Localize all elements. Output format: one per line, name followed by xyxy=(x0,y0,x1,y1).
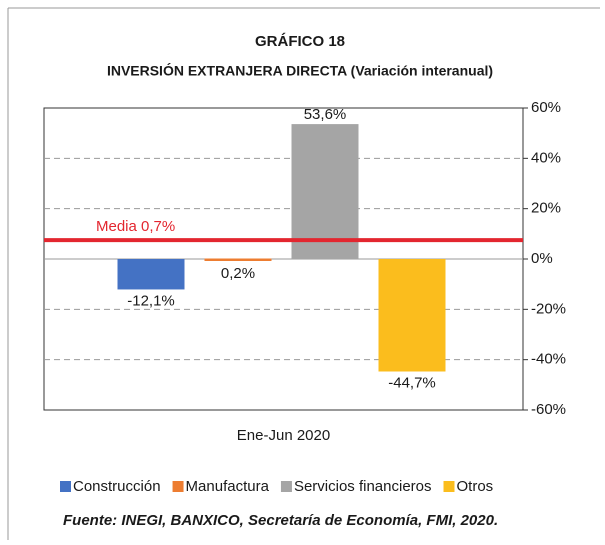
legend-swatch xyxy=(443,481,455,492)
y-tick-label: 60% xyxy=(531,99,561,116)
legend-swatch xyxy=(280,481,292,492)
y-tick-label: -40% xyxy=(531,351,566,368)
value-label: 0,2% xyxy=(221,265,255,282)
mean-label: Media 0,7% xyxy=(96,218,175,235)
value-label: -44,7% xyxy=(388,374,436,391)
value-label: -12,1% xyxy=(127,292,175,309)
legend-swatch xyxy=(172,481,184,492)
source: Fuente: INEGI, BANXICO, Secretaría de Ec… xyxy=(63,512,498,529)
y-tick-label: -20% xyxy=(531,300,566,317)
y-tick-label: 0% xyxy=(531,250,553,267)
value-label: 53,6% xyxy=(304,106,347,123)
legend-label: Manufactura xyxy=(186,478,270,495)
chart-title: GRÁFICO 18 xyxy=(255,33,345,50)
bar xyxy=(117,259,185,290)
legend-label: Construcción xyxy=(73,478,161,495)
y-tick-label: 40% xyxy=(531,149,561,166)
y-tick-label: -60% xyxy=(531,401,566,418)
chart-subtitle: INVERSIÓN EXTRANJERA DIRECTA (Variación … xyxy=(107,62,493,79)
y-tick-label: 20% xyxy=(531,200,561,217)
bar xyxy=(204,258,272,261)
legend-label: Servicios financieros xyxy=(294,478,432,495)
bar xyxy=(291,124,359,260)
legend-label: Otros xyxy=(457,478,494,495)
x-tick-label: Ene-Jun 2020 xyxy=(237,427,330,444)
legend-swatch xyxy=(60,481,71,492)
bar xyxy=(378,259,446,372)
